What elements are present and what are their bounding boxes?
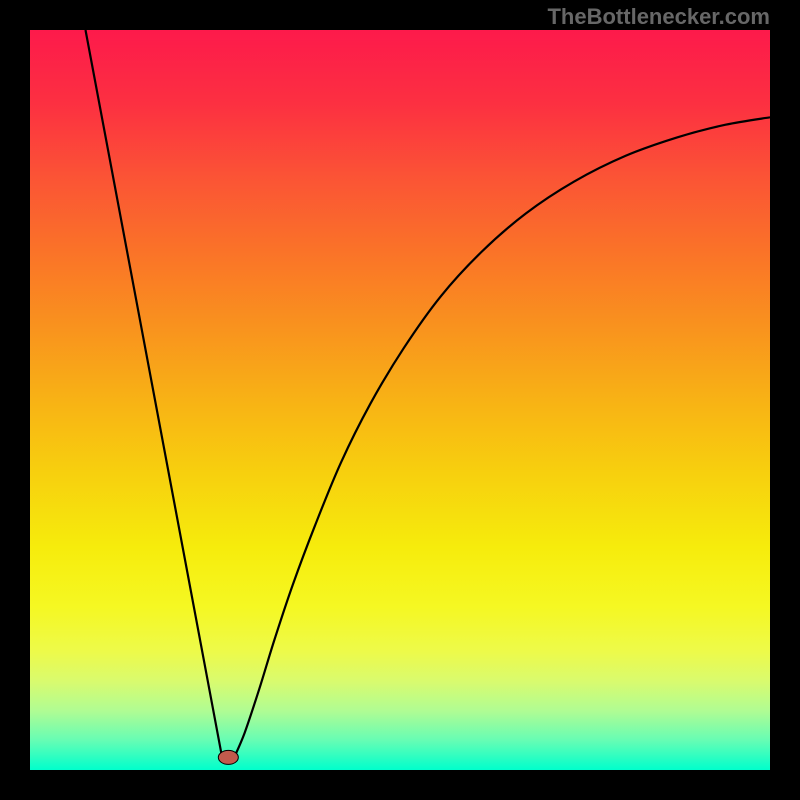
optimum-marker: [218, 750, 238, 764]
chart-frame: TheBottlenecker.com: [0, 0, 800, 800]
gradient-background: [30, 30, 770, 770]
watermark-text: TheBottlenecker.com: [547, 4, 770, 30]
plot-svg: [30, 30, 770, 770]
plot-area: [30, 30, 770, 770]
